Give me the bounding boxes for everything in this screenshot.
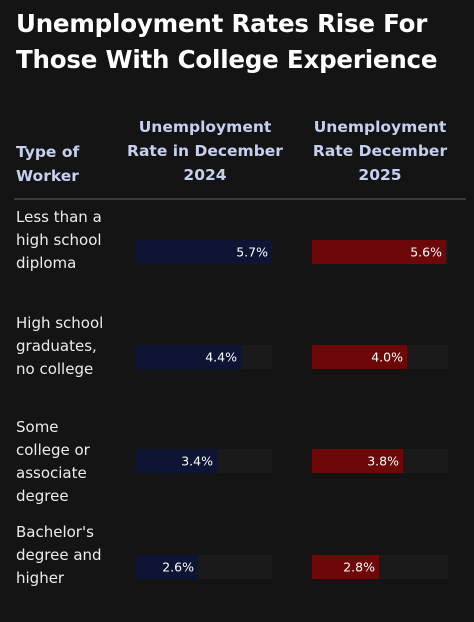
column-header-type: Type of Worker xyxy=(16,143,80,185)
chart-title: Unemployment Rates Rise For Those With C… xyxy=(16,9,438,74)
row-label: Bachelor's degree and higher xyxy=(16,523,102,587)
column-header-2025: Unemployment Rate December 2025 xyxy=(312,118,448,184)
bar-2025 xyxy=(312,345,407,369)
data-label: 2.8% xyxy=(343,560,375,575)
bar-2024 xyxy=(136,240,272,264)
bar-2025 xyxy=(312,555,379,579)
row-label: High school graduates, no college xyxy=(16,314,104,378)
bar-2024 xyxy=(136,449,217,473)
data-label: 3.4% xyxy=(181,454,213,469)
row-label: Some college or associate degree xyxy=(16,418,90,505)
data-label: 5.6% xyxy=(410,245,442,260)
data-label: 2.6% xyxy=(162,560,194,575)
bar-2024 xyxy=(136,345,241,369)
data-label: 4.0% xyxy=(371,350,403,365)
column-header-2024: Unemployment Rate in December 2024 xyxy=(127,118,283,184)
data-label: 5.7% xyxy=(236,245,268,260)
bar-2025 xyxy=(312,449,403,473)
data-label: 4.4% xyxy=(205,350,237,365)
data-label: 3.8% xyxy=(367,454,399,469)
bar-2024 xyxy=(136,555,198,579)
bar-2025 xyxy=(312,240,446,264)
header-divider xyxy=(14,198,466,200)
row-label: Less than a high school diploma xyxy=(16,208,102,272)
